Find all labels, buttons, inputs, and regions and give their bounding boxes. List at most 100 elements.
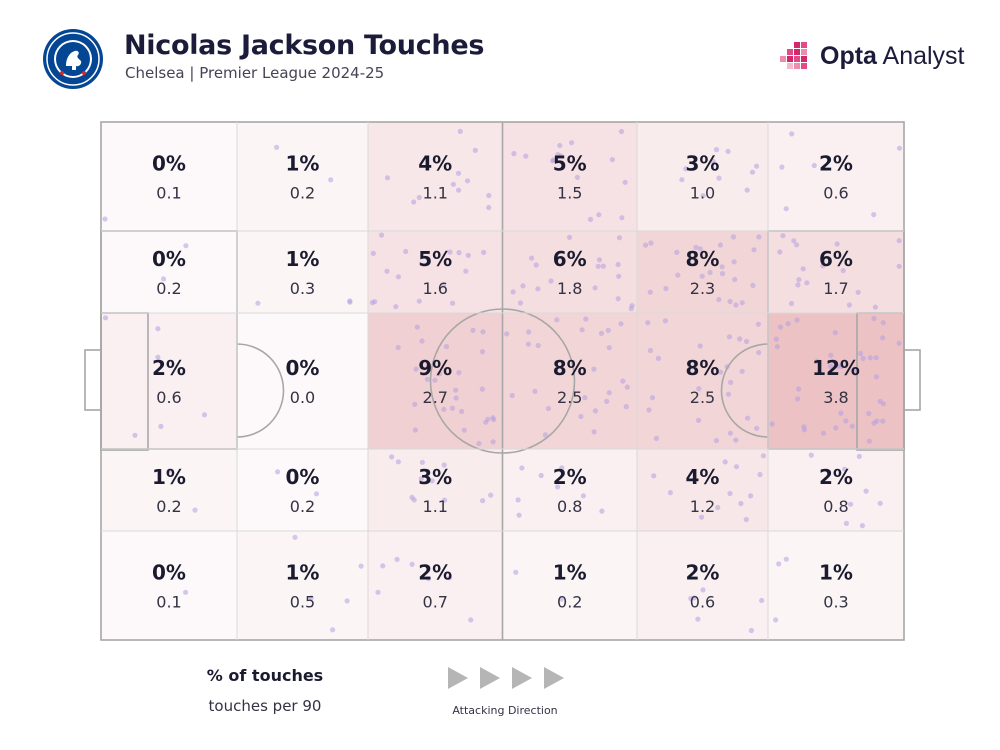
- touch-dot: [555, 152, 561, 158]
- touch-dot: [871, 315, 877, 322]
- zone-3-2: [368, 449, 503, 531]
- touch-dot: [456, 187, 462, 193]
- touch-dot: [344, 598, 350, 604]
- touch-dot: [416, 298, 422, 304]
- touch-dot: [716, 296, 722, 303]
- touch-dot: [465, 252, 471, 258]
- touch-dot: [623, 404, 629, 410]
- zone-percent-label: 2%: [819, 465, 853, 489]
- touch-dot: [848, 501, 854, 507]
- touch-dot: [773, 617, 779, 623]
- touch-dot: [480, 329, 486, 335]
- touch-dot: [591, 429, 597, 435]
- legend-per90-label: touches per 90: [208, 697, 322, 715]
- zone-4-3: [502, 531, 637, 640]
- zone-2-0: [101, 313, 237, 449]
- touch-dot: [645, 320, 651, 326]
- touch-dot: [733, 464, 740, 470]
- touch-dot: [699, 273, 705, 279]
- touch-dot: [715, 504, 721, 511]
- zone-per90-label: 1.2: [690, 497, 715, 516]
- touch-dot: [515, 497, 521, 503]
- touch-dot: [828, 363, 834, 369]
- zone-per90-label: 0.2: [557, 593, 582, 612]
- touch-dot: [616, 273, 622, 279]
- touch-dot: [860, 355, 866, 362]
- touch-dot: [450, 181, 456, 187]
- touch-dot: [412, 427, 418, 433]
- zone-percent-label: 1%: [819, 561, 853, 585]
- touch-dot: [651, 473, 657, 479]
- touch-dot: [877, 500, 883, 506]
- touch-dot: [591, 366, 597, 372]
- touch-dot: [582, 395, 588, 401]
- touch-dot: [414, 324, 420, 330]
- touch-dot: [529, 255, 535, 261]
- touch-dot: [733, 437, 739, 443]
- touch-dot: [773, 336, 779, 342]
- touch-dot: [102, 216, 108, 222]
- touch-dot: [486, 192, 492, 199]
- touch-dot: [620, 378, 626, 384]
- touch-dot: [453, 387, 459, 393]
- touch-dot: [476, 440, 482, 447]
- zone-2-1: [237, 313, 368, 449]
- touch-dot: [605, 327, 611, 333]
- touch-dot: [733, 302, 739, 308]
- touch-dot: [683, 166, 689, 172]
- zone-1-1: [237, 231, 368, 313]
- touch-dot: [833, 425, 839, 431]
- touch-dot: [646, 407, 652, 413]
- touch-dot: [722, 459, 728, 465]
- brand-name-light: Analyst: [876, 42, 965, 70]
- touch-dot: [548, 278, 554, 284]
- zone-3-3: [502, 449, 637, 531]
- touch-dot: [859, 523, 866, 529]
- touch-dot: [535, 286, 541, 292]
- touch-dot: [648, 240, 654, 246]
- touch-dot: [769, 421, 775, 427]
- touch-dot: [843, 520, 850, 527]
- zone-3-0: [101, 449, 237, 531]
- touch-dot: [330, 627, 336, 633]
- touch-dot: [737, 336, 743, 342]
- touch-dot: [155, 326, 161, 332]
- zone-percent-label: 3%: [418, 465, 452, 489]
- touch-dot: [587, 216, 594, 222]
- touch-dot: [843, 418, 849, 424]
- touch-dot: [873, 355, 879, 361]
- touch-dot: [443, 344, 450, 350]
- touch-dot: [379, 232, 385, 238]
- touch-dot: [808, 452, 814, 458]
- touch-dot: [791, 238, 797, 244]
- touch-dot: [622, 179, 628, 185]
- touch-dot: [757, 471, 763, 478]
- zone-2-3: [502, 313, 637, 449]
- touch-dot: [616, 235, 623, 241]
- touch-dot: [794, 242, 800, 248]
- zone-percent-label: 2%: [686, 561, 720, 585]
- zone-per90-label: 0.7: [423, 593, 448, 612]
- zone-percent-label: 0%: [152, 561, 186, 585]
- touch-dot: [619, 215, 625, 221]
- touch-dot: [609, 157, 616, 163]
- touch-dot: [655, 355, 662, 361]
- zone-percent-label: 8%: [553, 356, 587, 380]
- zone-3-5: [768, 449, 904, 531]
- touch-dot: [716, 175, 722, 181]
- touch-dot: [437, 371, 443, 377]
- touch-dot: [468, 617, 474, 623]
- touch-dot: [600, 263, 606, 269]
- touch-dot: [395, 274, 401, 280]
- touch-dot: [183, 589, 189, 595]
- touch-dot: [525, 341, 532, 347]
- touch-dot: [453, 395, 459, 401]
- touch-dot: [450, 300, 456, 306]
- touch-dot: [739, 300, 745, 306]
- touch-dot: [596, 212, 602, 218]
- touch-dot: [535, 342, 541, 349]
- touch-dot: [744, 338, 750, 344]
- zone-percent-label: 0%: [152, 152, 186, 176]
- touch-dot: [409, 561, 415, 567]
- touch-dot: [750, 282, 756, 288]
